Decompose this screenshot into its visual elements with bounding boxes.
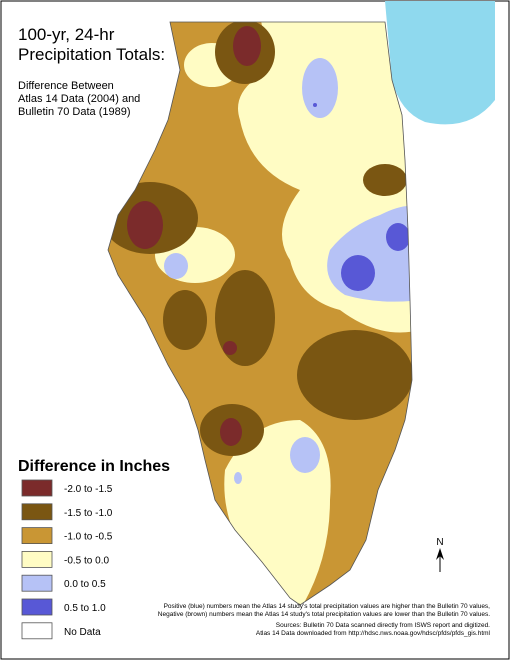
legend-label: 0.5 to 1.0: [64, 603, 106, 614]
state-outline: [107, 21, 413, 606]
legend-swatch: [21, 479, 53, 497]
legend-label: -2.0 to -1.5: [64, 484, 113, 495]
legend-swatch: [21, 551, 53, 568]
source: Atlas 14 Data downloaded from http://hds…: [256, 630, 491, 637]
region: [313, 103, 317, 107]
legend-swatch: [21, 622, 53, 640]
legend-swatch: [21, 574, 53, 592]
legend: -2.0 to -1.5 -1.5 to -1.0 -1.0 to -0.5 -0.5…: [21, 479, 113, 640]
region: [220, 418, 242, 446]
region: [386, 223, 410, 251]
region: [297, 330, 412, 420]
lake-michigan: [385, 1, 495, 125]
note: Negative (brown) numbers mean the Atlas …: [158, 611, 490, 618]
legend-swatch: [21, 503, 53, 521]
region: [290, 437, 320, 473]
region: [127, 201, 163, 249]
subtitle: Bulletin 70 Data (1989): [18, 106, 131, 118]
legend-label: No Data: [64, 627, 101, 638]
legend-title: Difference in Inches: [18, 458, 170, 475]
subtitle: Difference Between: [18, 80, 114, 92]
legend-swatch: [21, 527, 53, 544]
region: [233, 26, 261, 66]
note: Positive (blue) numbers mean the Atlas 1…: [164, 603, 491, 610]
legend-label: 0.0 to 0.5: [64, 579, 106, 590]
region: [164, 253, 188, 279]
region: [223, 341, 237, 355]
region: [163, 290, 207, 350]
legend-swatch: [21, 598, 53, 616]
legend-label: -0.5 to 0.0: [64, 555, 109, 566]
title: Precipitation Totals:: [18, 45, 165, 64]
region: [234, 472, 242, 484]
region: [302, 58, 338, 118]
north-label: N: [436, 537, 443, 548]
source: Sources: Bulletin 70 Data scanned direct…: [276, 622, 490, 629]
subtitle: Atlas 14 Data (2004) and: [18, 93, 140, 105]
legend-label: -1.5 to -1.0: [64, 508, 113, 519]
legend-label: -1.0 to -0.5: [64, 532, 113, 543]
region: [363, 164, 407, 196]
region: [341, 255, 375, 291]
title: 100-yr, 24-hr: [18, 25, 115, 44]
